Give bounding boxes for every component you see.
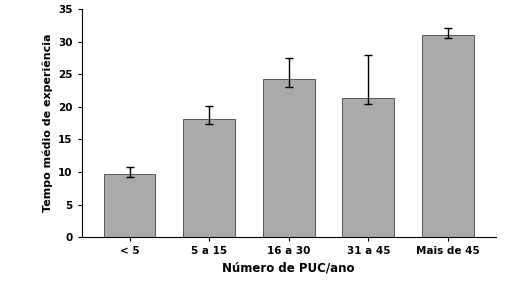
- Bar: [183, 119, 235, 237]
- Y-axis label: Tempo médio de experiência: Tempo médio de experiência: [42, 34, 53, 212]
- Bar: [342, 98, 394, 237]
- Bar: [263, 79, 315, 237]
- X-axis label: Número de PUC/ano: Número de PUC/ano: [222, 262, 355, 275]
- Bar: [104, 174, 155, 237]
- Bar: [422, 35, 474, 237]
